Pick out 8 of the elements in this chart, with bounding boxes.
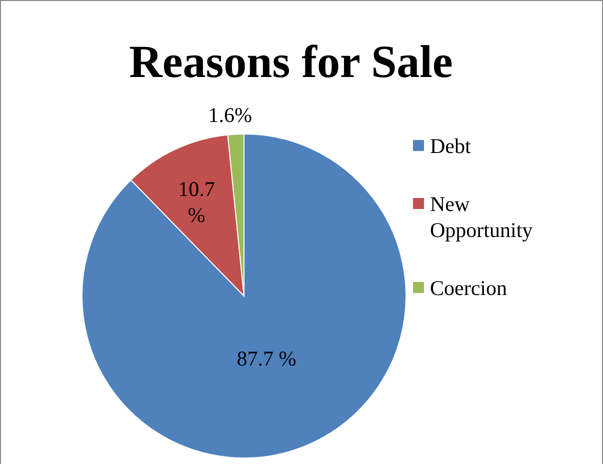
- data-label: 1.6%: [208, 103, 252, 128]
- data-label: 87.7 %: [236, 346, 296, 371]
- chart-title: Reasons for Sale: [128, 35, 454, 88]
- legend-label: Coercion: [430, 275, 507, 301]
- pie-slice: [82, 134, 406, 458]
- legend-label: Debt: [430, 133, 471, 159]
- legend-label: New Opportunity: [430, 191, 534, 243]
- data-label: 10.7 %: [178, 176, 215, 227]
